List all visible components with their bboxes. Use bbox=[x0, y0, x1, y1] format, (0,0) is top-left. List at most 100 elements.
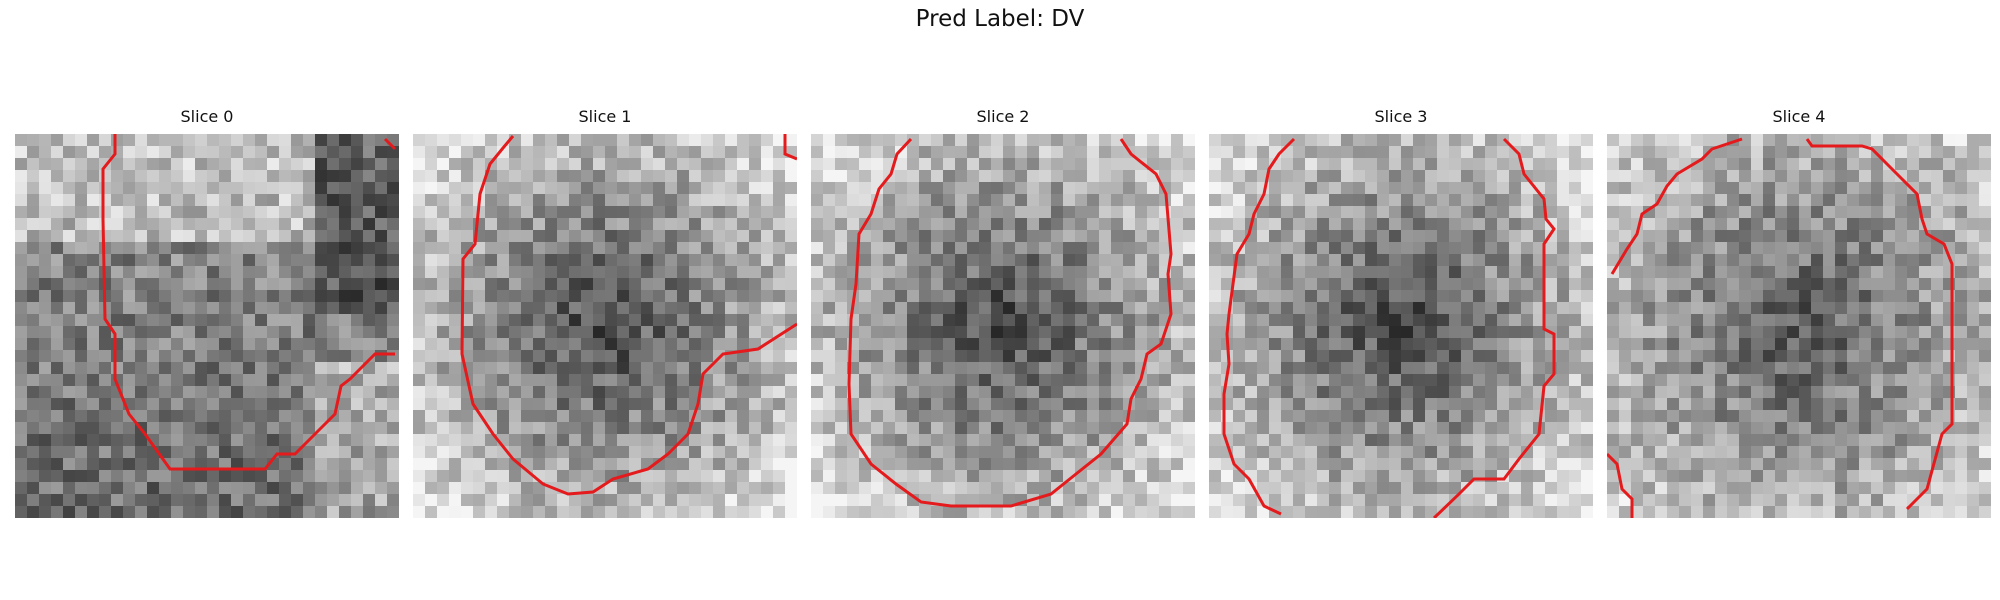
pixel bbox=[1883, 218, 1896, 231]
pixel bbox=[387, 206, 399, 219]
pixel bbox=[135, 338, 148, 351]
pixel bbox=[1015, 278, 1028, 291]
pixel bbox=[449, 338, 462, 351]
pixel bbox=[1365, 242, 1378, 255]
pixel bbox=[267, 326, 280, 339]
pixel bbox=[823, 386, 836, 399]
pixel bbox=[1931, 374, 1944, 387]
pixel bbox=[617, 410, 630, 423]
pixel bbox=[1883, 434, 1896, 447]
pixel bbox=[1667, 314, 1680, 327]
pixel bbox=[1521, 350, 1534, 363]
pixel bbox=[171, 446, 184, 459]
pixel bbox=[811, 434, 824, 447]
pixel bbox=[1521, 182, 1534, 195]
pixel bbox=[509, 494, 522, 507]
pixel bbox=[665, 326, 678, 339]
pixel bbox=[1691, 170, 1704, 183]
pixel bbox=[1715, 242, 1728, 255]
pixel bbox=[1305, 170, 1318, 183]
pixel bbox=[1269, 434, 1282, 447]
pixel bbox=[315, 482, 328, 495]
pixel bbox=[1703, 218, 1716, 231]
pixel bbox=[1123, 266, 1136, 279]
pixel bbox=[1667, 326, 1680, 339]
pixel bbox=[761, 278, 774, 291]
pixel bbox=[1811, 206, 1824, 219]
pixel bbox=[1449, 422, 1462, 435]
pixel bbox=[1365, 398, 1378, 411]
pixel bbox=[1715, 206, 1728, 219]
pixel bbox=[99, 482, 112, 495]
pixel bbox=[859, 158, 872, 171]
pixel bbox=[123, 254, 136, 267]
pixel bbox=[1533, 482, 1546, 495]
pixel bbox=[1183, 434, 1195, 447]
pixel bbox=[1329, 170, 1342, 183]
pixel bbox=[1509, 302, 1522, 315]
pixel bbox=[497, 314, 510, 327]
pixel bbox=[883, 506, 896, 518]
pixel bbox=[449, 266, 462, 279]
pixel bbox=[1329, 302, 1342, 315]
pixel bbox=[27, 314, 40, 327]
pixel bbox=[207, 470, 220, 483]
pixel bbox=[485, 302, 498, 315]
pixel bbox=[327, 470, 340, 483]
pixel bbox=[907, 338, 920, 351]
pixel bbox=[1751, 170, 1764, 183]
pixel bbox=[689, 134, 702, 147]
pixel bbox=[1027, 446, 1040, 459]
pixel bbox=[425, 434, 438, 447]
pixel bbox=[1305, 506, 1318, 518]
pixel bbox=[1063, 242, 1076, 255]
pixel bbox=[1569, 290, 1582, 303]
pixel bbox=[1847, 194, 1860, 207]
pixel bbox=[15, 206, 28, 219]
pixel bbox=[1293, 398, 1306, 411]
pixel bbox=[1847, 434, 1860, 447]
pixel bbox=[1269, 362, 1282, 375]
pixel bbox=[629, 134, 642, 147]
pixel bbox=[1497, 218, 1510, 231]
pixel bbox=[1413, 302, 1426, 315]
pixel bbox=[1715, 314, 1728, 327]
pixel bbox=[387, 482, 399, 495]
pixel bbox=[315, 278, 328, 291]
pixel bbox=[183, 254, 196, 267]
pixel bbox=[75, 158, 88, 171]
pixel bbox=[1787, 314, 1800, 327]
pixel bbox=[1147, 482, 1160, 495]
pixel bbox=[773, 422, 786, 435]
pixel bbox=[1003, 218, 1016, 231]
pixel bbox=[1245, 254, 1258, 267]
pixel bbox=[1329, 146, 1342, 159]
pixel bbox=[1377, 254, 1390, 267]
pixel bbox=[943, 242, 956, 255]
pixel bbox=[315, 242, 328, 255]
pixel bbox=[1619, 410, 1632, 423]
pixel bbox=[1799, 266, 1812, 279]
pixel bbox=[1533, 326, 1546, 339]
pixel bbox=[931, 482, 944, 495]
pixel bbox=[1281, 182, 1294, 195]
pixel bbox=[1955, 314, 1968, 327]
pixel bbox=[1919, 422, 1932, 435]
pixel bbox=[835, 290, 848, 303]
pixel bbox=[111, 290, 124, 303]
pixel bbox=[497, 146, 510, 159]
pixel bbox=[437, 338, 450, 351]
pixel bbox=[255, 254, 268, 267]
pixel bbox=[1521, 482, 1534, 495]
pixel bbox=[835, 314, 848, 327]
pixel bbox=[1979, 206, 1991, 219]
pixel bbox=[823, 158, 836, 171]
pixel bbox=[1245, 242, 1258, 255]
pixel bbox=[1317, 206, 1330, 219]
pixel bbox=[87, 422, 100, 435]
pixel bbox=[485, 446, 498, 459]
pixel bbox=[979, 146, 992, 159]
pixel bbox=[1183, 506, 1195, 518]
pixel bbox=[737, 386, 750, 399]
pixel bbox=[701, 506, 714, 518]
